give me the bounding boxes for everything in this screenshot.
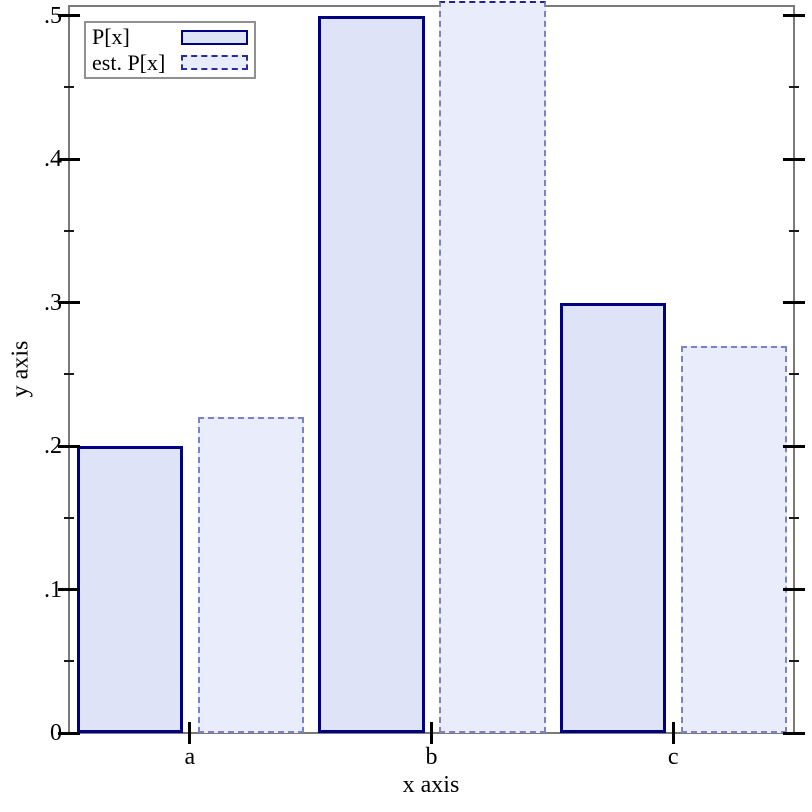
bar-est-px-c	[680, 345, 788, 733]
bars-layer	[69, 1, 794, 733]
legend-label-px: P[x]	[92, 24, 130, 50]
y-tick-label: 0	[50, 720, 62, 746]
bar-est-px-a	[197, 417, 304, 733]
bar-px-a	[76, 446, 183, 733]
y-tick-label: .4	[44, 146, 62, 172]
legend-swatch-solid	[181, 29, 248, 45]
y-tick-label: .2	[44, 433, 62, 459]
bar-px-c	[559, 302, 667, 733]
legend-label-est-px: est. P[x]	[92, 49, 166, 75]
x-axis-label: x axis	[402, 772, 460, 798]
x-tick-label: a	[184, 744, 196, 770]
legend-entry-est-px: est. P[x]	[92, 49, 248, 75]
legend: P[x] est. P[x]	[84, 21, 256, 79]
legend-entry-px: P[x]	[92, 25, 248, 49]
x-tick-label: c	[667, 744, 679, 770]
y-axis-label: y axis	[7, 340, 34, 398]
bar-est-px-b	[439, 1, 546, 733]
legend-swatch-dashed	[181, 55, 248, 71]
y-tick-label: .5	[44, 2, 62, 29]
y-tick-label: .3	[44, 289, 62, 316]
x-tick-label: b	[425, 744, 438, 770]
bar-px-b	[318, 15, 425, 733]
y-tick-label: .1	[44, 576, 62, 603]
